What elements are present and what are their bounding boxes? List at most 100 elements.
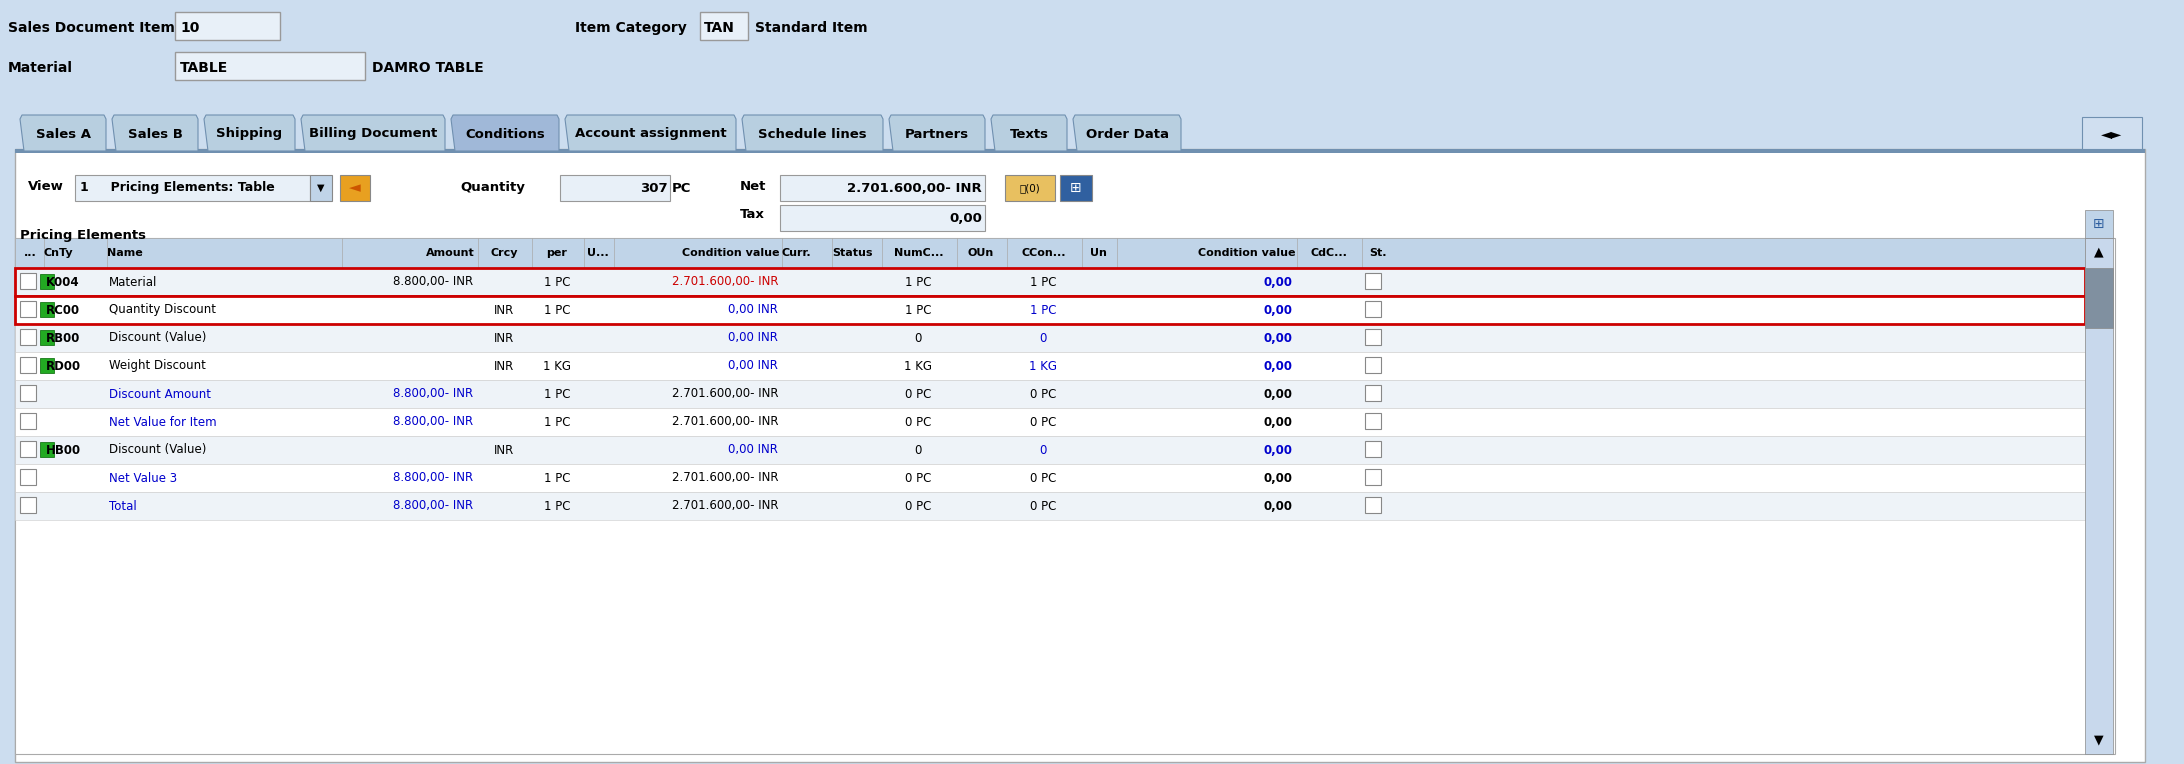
Text: 1 KG: 1 KG bbox=[904, 360, 933, 373]
Text: 10: 10 bbox=[179, 21, 199, 35]
Text: CnTy: CnTy bbox=[44, 248, 74, 258]
Bar bbox=[15, 352, 2086, 380]
Text: DAMRO TABLE: DAMRO TABLE bbox=[371, 61, 483, 75]
Text: Total: Total bbox=[109, 500, 138, 513]
Text: Sales Document Item: Sales Document Item bbox=[9, 21, 175, 35]
Text: 1 PC: 1 PC bbox=[1029, 276, 1057, 289]
Text: INR: INR bbox=[494, 360, 513, 373]
Bar bbox=[1365, 385, 1380, 401]
Text: 1     Pricing Elements: Table: 1 Pricing Elements: Table bbox=[81, 182, 275, 195]
Text: 0,00: 0,00 bbox=[1265, 360, 1293, 373]
Text: 8.800,00- INR: 8.800,00- INR bbox=[393, 276, 474, 289]
Text: RB00: RB00 bbox=[46, 332, 81, 345]
Bar bbox=[20, 441, 35, 457]
Text: 1 PC: 1 PC bbox=[904, 276, 930, 289]
Text: INR: INR bbox=[494, 303, 513, 316]
Text: 0 PC: 0 PC bbox=[1031, 387, 1057, 400]
Text: 0,00: 0,00 bbox=[1265, 500, 1293, 513]
Text: Discount (Value): Discount (Value) bbox=[109, 332, 205, 345]
Text: 2.701.600,00- INR: 2.701.600,00- INR bbox=[670, 500, 778, 513]
Text: Quantity Discount: Quantity Discount bbox=[109, 303, 216, 316]
Text: 1 PC: 1 PC bbox=[1029, 303, 1057, 316]
Text: 1 PC: 1 PC bbox=[904, 303, 930, 316]
Text: 2.701.600,00- INR: 2.701.600,00- INR bbox=[670, 387, 778, 400]
Text: 307: 307 bbox=[640, 182, 668, 195]
Text: 0,00 INR: 0,00 INR bbox=[727, 443, 778, 457]
Bar bbox=[15, 149, 2145, 153]
Text: 0,00: 0,00 bbox=[1265, 303, 1293, 316]
Text: 0 PC: 0 PC bbox=[904, 500, 930, 513]
Bar bbox=[15, 436, 2086, 464]
Text: Material: Material bbox=[9, 61, 72, 75]
Text: TAN: TAN bbox=[703, 21, 734, 35]
Bar bbox=[15, 380, 2086, 408]
Text: Partners: Partners bbox=[904, 128, 970, 141]
Bar bbox=[20, 413, 35, 429]
Text: CdC...: CdC... bbox=[1310, 248, 1348, 258]
Text: 2.701.600,00- INR: 2.701.600,00- INR bbox=[670, 416, 778, 429]
Text: ⊞: ⊞ bbox=[1070, 181, 1081, 195]
Bar bbox=[780, 205, 985, 231]
Text: 8.800,00- INR: 8.800,00- INR bbox=[393, 471, 474, 484]
Text: Conditions: Conditions bbox=[465, 128, 544, 141]
Text: Standard Item: Standard Item bbox=[756, 21, 867, 35]
Bar bbox=[20, 357, 35, 373]
Text: 8.800,00- INR: 8.800,00- INR bbox=[393, 416, 474, 429]
Polygon shape bbox=[111, 115, 199, 151]
Text: per: per bbox=[546, 248, 568, 258]
Text: Order Data: Order Data bbox=[1085, 128, 1168, 141]
Text: 0,00 INR: 0,00 INR bbox=[727, 332, 778, 345]
Text: 2.701.600,00- INR: 2.701.600,00- INR bbox=[847, 182, 983, 195]
Polygon shape bbox=[889, 115, 985, 151]
Bar bbox=[39, 358, 55, 373]
Bar bbox=[0, 0, 2184, 145]
Text: 2.701.600,00- INR: 2.701.600,00- INR bbox=[670, 471, 778, 484]
Text: OUn: OUn bbox=[968, 248, 994, 258]
Bar bbox=[15, 464, 2086, 492]
Text: Tax: Tax bbox=[740, 209, 764, 222]
Text: PC: PC bbox=[673, 182, 692, 195]
Text: RD00: RD00 bbox=[46, 360, 81, 373]
Text: NumC...: NumC... bbox=[893, 248, 943, 258]
Text: TABLE: TABLE bbox=[179, 61, 229, 75]
Text: ...: ... bbox=[24, 248, 37, 258]
Text: Amount: Amount bbox=[426, 248, 474, 258]
Bar bbox=[39, 274, 55, 289]
Text: Name: Name bbox=[107, 248, 142, 258]
Bar bbox=[15, 238, 2086, 268]
Text: Texts: Texts bbox=[1009, 128, 1048, 141]
Bar bbox=[2081, 117, 2143, 149]
Text: 0 PC: 0 PC bbox=[1031, 500, 1057, 513]
Bar bbox=[310, 175, 332, 201]
Bar bbox=[39, 302, 55, 317]
Text: Schedule lines: Schedule lines bbox=[758, 128, 867, 141]
Bar bbox=[20, 497, 35, 513]
Text: 1 PC: 1 PC bbox=[544, 387, 570, 400]
Text: Net Value 3: Net Value 3 bbox=[109, 471, 177, 484]
Text: Quantity: Quantity bbox=[461, 180, 524, 193]
Text: Discount Amount: Discount Amount bbox=[109, 387, 212, 400]
Text: 0,00: 0,00 bbox=[1265, 471, 1293, 484]
Text: ▼: ▼ bbox=[2094, 733, 2103, 746]
Text: ▲: ▲ bbox=[2094, 245, 2103, 258]
Text: Item Category: Item Category bbox=[574, 21, 686, 35]
Bar bbox=[1059, 175, 1092, 201]
Bar bbox=[20, 469, 35, 485]
Bar bbox=[1365, 273, 1380, 289]
Bar bbox=[341, 175, 369, 201]
Text: 1 PC: 1 PC bbox=[544, 471, 570, 484]
Bar bbox=[1365, 441, 1380, 457]
Bar bbox=[1365, 497, 1380, 513]
Text: 1 KG: 1 KG bbox=[1029, 360, 1057, 373]
Bar bbox=[1365, 329, 1380, 345]
Text: View: View bbox=[28, 180, 63, 193]
Text: RC00: RC00 bbox=[46, 303, 81, 316]
Bar bbox=[780, 175, 985, 201]
Text: 0,00: 0,00 bbox=[1265, 387, 1293, 400]
Bar bbox=[15, 408, 2086, 436]
Bar bbox=[1365, 413, 1380, 429]
Text: 1 KG: 1 KG bbox=[544, 360, 570, 373]
Text: 0 PC: 0 PC bbox=[1031, 471, 1057, 484]
Text: ▼: ▼ bbox=[317, 183, 325, 193]
Bar bbox=[2086, 210, 2112, 238]
